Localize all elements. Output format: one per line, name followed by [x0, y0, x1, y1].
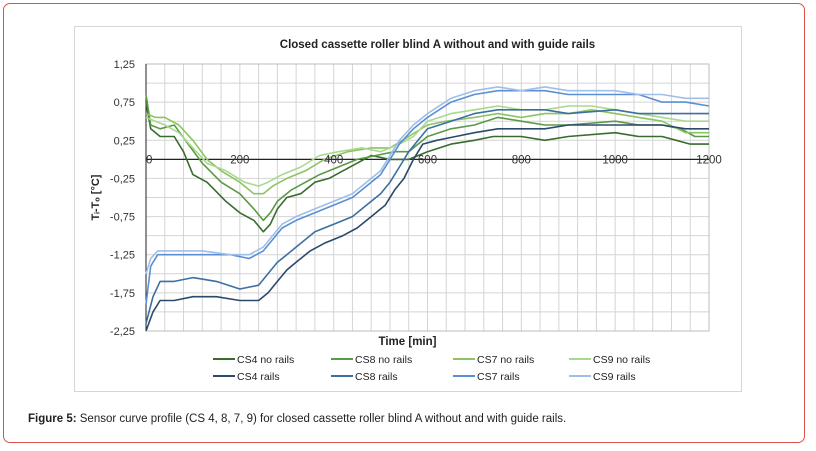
- y-tick-label: 1,25: [114, 59, 135, 71]
- y-axis-label: Tᵢ-Tₒ [°C]: [90, 174, 102, 220]
- x-tick-label: 0: [146, 154, 152, 166]
- series-line-cs8-rails: [145, 109, 709, 324]
- x-tick-label: 1200: [696, 154, 722, 166]
- legend-label: CS4 rails: [237, 371, 280, 383]
- legend-label: CS4 no rails: [237, 354, 294, 366]
- chart-container: Closed cassette roller blind A without a…: [74, 26, 742, 392]
- y-tick-label: -2,25: [110, 326, 135, 338]
- series-line-cs9-rails: [145, 86, 709, 275]
- line-chart: Closed cassette roller blind A without a…: [90, 39, 722, 383]
- chart-title: Closed cassette roller blind A without a…: [280, 39, 595, 51]
- legend-label: CS7 rails: [477, 371, 520, 383]
- y-tick-label: 0,75: [114, 97, 135, 109]
- series-line-cs9-no-rails: [145, 105, 709, 187]
- legend-label: CS9 rails: [593, 371, 636, 383]
- figure-frame: Closed cassette roller blind A without a…: [3, 3, 805, 443]
- y-tick-label: -0,75: [110, 212, 135, 224]
- x-tick-label: 800: [512, 154, 531, 166]
- x-tick-label: 400: [324, 154, 343, 166]
- y-tick-label: 0,25: [114, 135, 135, 147]
- y-tick-label: -1,75: [110, 288, 135, 300]
- x-tick-label: 1000: [602, 154, 628, 166]
- x-axis-label: Time [min]: [379, 336, 437, 348]
- series-line-cs4-rails: [145, 124, 709, 332]
- y-tick-label: -0,25: [110, 173, 135, 185]
- series-line-cs4-no-rails: [145, 101, 709, 233]
- legend-label: CS9 no rails: [593, 354, 650, 366]
- series-line-cs8-no-rails: [145, 94, 709, 222]
- x-tick-label: 200: [230, 154, 249, 166]
- caption-text: Sensor curve profile (CS 4, 8, 7, 9) for…: [76, 413, 567, 425]
- legend-label: CS7 no rails: [477, 354, 534, 366]
- x-tick-label: 600: [418, 154, 437, 166]
- legend-label: CS8 no rails: [355, 354, 412, 366]
- caption-label: Figure 5:: [28, 413, 77, 425]
- legend-label: CS8 rails: [355, 371, 398, 383]
- series-line-cs7-no-rails: [145, 109, 709, 195]
- y-tick-label: -1,25: [110, 250, 135, 262]
- figure-caption: Figure 5: Sensor curve profile (CS 4, 8,…: [28, 413, 566, 425]
